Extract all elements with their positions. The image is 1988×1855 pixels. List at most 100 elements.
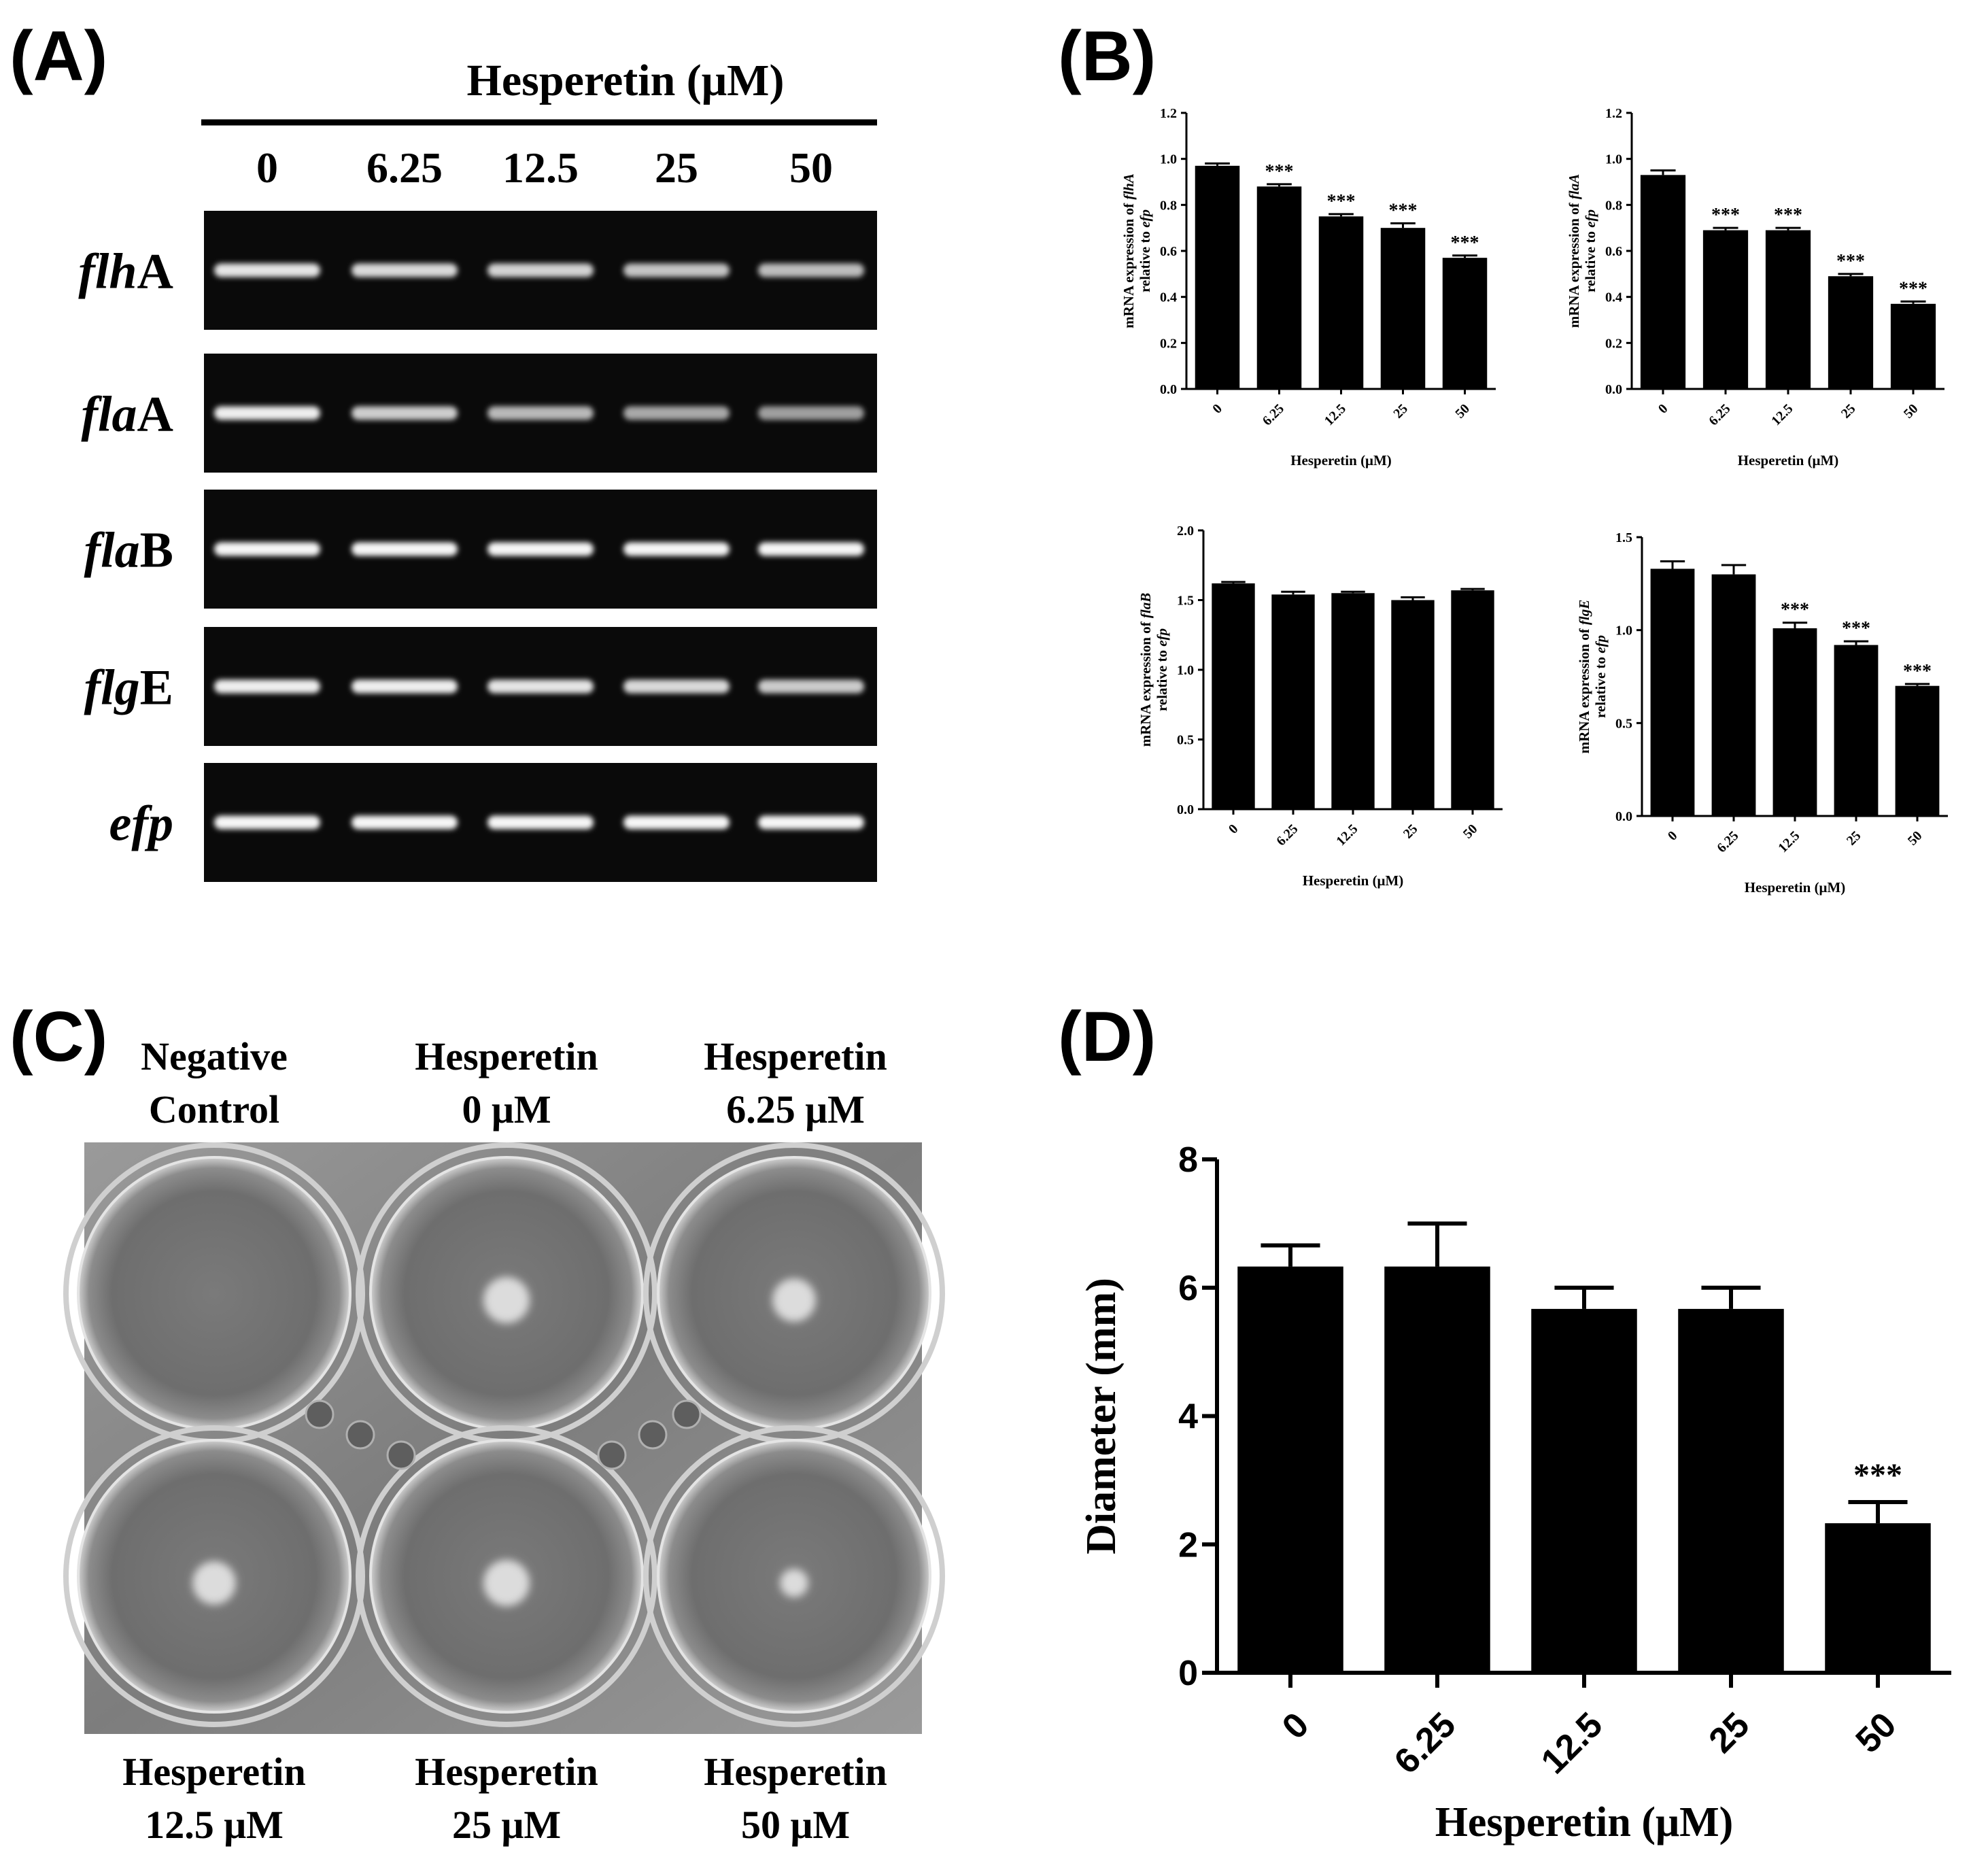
- gel-band: [623, 263, 730, 277]
- bar: [1256, 186, 1302, 389]
- significance-mark: ***: [1389, 200, 1418, 221]
- x-tick-label: 50: [1460, 821, 1481, 842]
- x-tick-label: 12.5: [1534, 1705, 1611, 1782]
- motility-colony: [483, 1560, 530, 1606]
- x-axis-title: Hesperetin (μM): [1303, 872, 1404, 889]
- bar-chart: 0.0 0.2 0.4 0.6 0.8 1.0 1.2 0 *** 6.25 *** 12.5 *** 2…: [1120, 106, 1496, 469]
- x-tick-label: 50: [1905, 828, 1925, 849]
- plate-bottom-label: 50 μM: [741, 1803, 850, 1847]
- x-tick-label: 12.5: [1333, 821, 1360, 849]
- y-axis-title-gene: efp: [1582, 209, 1598, 228]
- bar: [1678, 1308, 1784, 1673]
- x-tick-label: 25: [1838, 401, 1859, 422]
- y-axis-title-line2: relative to efp: [1137, 209, 1153, 292]
- gel-band: [623, 815, 730, 830]
- y-axis-title-gene: flaB: [1137, 593, 1154, 618]
- gene-label-suffix: A: [137, 244, 173, 300]
- y-tick-label: 0.6: [1160, 244, 1177, 259]
- y-tick-label: 0.5: [1177, 733, 1194, 748]
- bar: [1380, 228, 1426, 389]
- x-tick-label: 6.25: [1714, 828, 1741, 855]
- panel-label-b: (B): [1058, 17, 1156, 96]
- plate-well: [643, 1425, 945, 1727]
- gel-band: [214, 406, 320, 420]
- y-tick-label: 6: [1178, 1269, 1198, 1308]
- y-tick-label: 1.0: [1160, 152, 1177, 167]
- y-axis-title: Diameter (mm): [1078, 1278, 1125, 1554]
- bar: [1391, 600, 1435, 809]
- significance-mark: ***: [1781, 600, 1809, 621]
- plate-top-label: 6.25 μM: [726, 1087, 865, 1131]
- x-axis-title: Hesperetin (μM): [1435, 1799, 1734, 1845]
- y-axis-title-gene: efp: [1137, 209, 1153, 228]
- gel-lane-label: 0: [256, 143, 278, 192]
- panel-label-a: (A): [10, 17, 107, 96]
- x-tick-label: 50: [1901, 401, 1921, 422]
- y-tick-label: 4: [1178, 1397, 1198, 1437]
- gene-label: flaA: [81, 387, 173, 443]
- gene-label-italic: flg: [84, 660, 139, 716]
- significance-mark: ***: [1451, 233, 1479, 254]
- panel-label-d: (D): [1058, 998, 1156, 1076]
- y-axis-title-prefix: relative to: [1592, 653, 1609, 718]
- gel-band: [214, 679, 320, 694]
- gel-band: [758, 406, 864, 420]
- gel-panel: Hesperetin (μM) 0 6.25 12.5 25 50 flhAflaAfl…: [78, 56, 877, 882]
- bar: [1331, 593, 1375, 809]
- y-axis-title-line1: mRNA expression of flgE: [1576, 600, 1592, 754]
- plate-well: [643, 1142, 945, 1444]
- bar: [1384, 1266, 1490, 1673]
- significance-mark: ***: [1853, 1457, 1902, 1493]
- y-tick-label: 0.8: [1605, 198, 1622, 213]
- gel-band: [352, 263, 458, 277]
- x-tick-label: 6.25: [1273, 821, 1301, 849]
- bar-chart: 0.0 0.5 1.0 1.5 0 6.25 *** 12.5 *** 25 *** 50 Hesper…: [1576, 530, 1948, 896]
- gel-band: [352, 406, 458, 420]
- gene-label: flhA: [78, 244, 173, 300]
- plate-well: [356, 1142, 657, 1444]
- plate-hole: [386, 1440, 416, 1470]
- x-tick-label: 0: [1226, 821, 1241, 837]
- x-tick-label: 12.5: [1768, 401, 1796, 428]
- y-axis-title-line1: mRNA expression of flaB: [1137, 593, 1154, 747]
- plate-bottom-labels: Hesperetin 12.5 μM Hesperetin 25 μM Hesperet…: [122, 1750, 887, 1847]
- gene-label-suffix: A: [137, 387, 173, 443]
- gene-label-italic: fla: [84, 523, 139, 579]
- y-axis-title-prefix: relative to: [1582, 228, 1598, 292]
- significance-mark: ***: [1899, 278, 1927, 299]
- bar: [1237, 1266, 1343, 1673]
- gene-label-suffix: B: [140, 523, 173, 579]
- y-tick-label: 2.0: [1177, 524, 1194, 539]
- plate-bottom-label: Hesperetin: [415, 1750, 598, 1794]
- gel-lane-label: 12.5: [502, 143, 579, 192]
- bar: [1825, 1523, 1931, 1673]
- x-tick-label: 50: [1849, 1705, 1904, 1760]
- motility-colony: [772, 1278, 816, 1322]
- bar: [1212, 583, 1255, 809]
- gel-band: [352, 542, 458, 556]
- significance-mark: ***: [1265, 161, 1294, 182]
- y-tick-label: 1.2: [1160, 106, 1177, 121]
- significance-mark: ***: [1774, 205, 1802, 226]
- y-axis-title-line2: relative to efp: [1592, 635, 1609, 718]
- gel-band: [487, 542, 594, 556]
- plate-hole: [345, 1420, 375, 1450]
- bar: [1442, 258, 1488, 389]
- plate-bottom-label: 12.5 μM: [145, 1803, 284, 1847]
- x-tick-label: 6.25: [1387, 1705, 1464, 1782]
- y-axis-title-prefix: mRNA expression of: [1566, 199, 1582, 328]
- gel-band: [214, 263, 320, 277]
- plate-top-label: 0 μM: [462, 1087, 551, 1131]
- panel-b-charts: 0.0 0.2 0.4 0.6 0.8 1.0 1.2 0 *** 6.25 *** 12.5 *** 2…: [1120, 106, 1948, 896]
- bar: [1772, 628, 1817, 816]
- gel-band: [758, 679, 864, 694]
- bar: [1318, 216, 1364, 389]
- gel-band: [214, 815, 320, 830]
- bar: [1711, 574, 1756, 816]
- x-tick-label: 25: [1844, 828, 1864, 849]
- plate-bottom-label: Hesperetin: [122, 1750, 306, 1794]
- gel-band: [758, 263, 864, 277]
- plate-top-labels: Negative Control Hesperetin 0 μM Hesperetin 6…: [141, 1034, 887, 1131]
